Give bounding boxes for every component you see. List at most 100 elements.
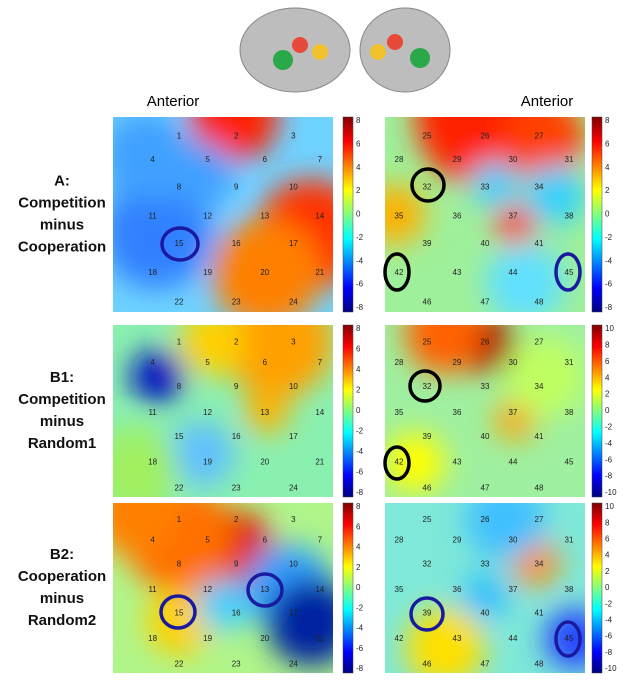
channel-label: 32 [423,559,432,568]
colorbar-label: 6 [605,357,610,366]
channel-label: 18 [148,268,157,277]
channel-label: 7 [318,358,323,367]
heatmap-blob [505,117,585,177]
channel-label: 3 [291,337,296,346]
colorbar-label: 2 [605,390,610,399]
row-label: minus [40,413,84,430]
colorbar-label: 4 [605,163,610,172]
colorbar-label: -4 [356,447,364,456]
channel-label: 13 [260,585,269,594]
colorbar-label: -8 [356,303,364,312]
channel-label: 20 [260,268,269,277]
channel-label: 9 [234,559,239,568]
channel-label: 35 [395,408,404,417]
channel-label: 39 [423,609,432,618]
channel-label: 47 [481,484,490,493]
colorbar-label: -8 [605,303,613,312]
channel-label: 43 [453,268,462,277]
channel-label: 47 [481,660,490,669]
colorbar-label: -2 [605,423,613,432]
highlight-circle [408,369,442,403]
channel-label: 9 [234,182,239,191]
channel-label: 28 [395,155,404,164]
colorbar-label: -6 [356,644,364,653]
channel-label: 7 [318,155,323,164]
channel-label: 40 [481,609,490,618]
channel-label: 47 [481,297,490,306]
channel-label: 26 [481,337,490,346]
colorbar-label: 0 [356,210,361,219]
row-label: Cooperation [18,568,106,585]
channel-label: 42 [395,268,404,277]
channel-label: 13 [260,212,269,221]
channel-label: 22 [175,484,184,493]
highlight-circle [410,167,446,203]
heatmap-blob [245,389,289,433]
channel-label: 48 [535,484,544,493]
heatmap-blob [113,503,179,556]
channel-label: 37 [509,408,518,417]
channel-label: 21 [315,458,324,467]
channel-label: 42 [395,458,404,467]
heatmap-blob [196,578,250,632]
channel-label: 32 [423,182,432,191]
channel-label: 10 [289,182,298,191]
heatmap [113,117,333,312]
colorbar-label: -6 [605,455,613,464]
channel-label: 31 [565,536,574,545]
channel-label: 24 [289,484,298,493]
channel-label: 35 [395,585,404,594]
channel-label: 7 [318,536,323,545]
heatmap-blob [212,218,322,312]
colorbar-label: 8 [356,324,361,333]
colorbar-label: 8 [605,341,610,350]
colorbar [342,502,354,674]
channel-label: 21 [315,634,324,643]
channel-label: 40 [481,239,490,248]
heatmap [385,117,585,312]
colorbar-label: -4 [356,624,364,633]
channel-label: 29 [453,155,462,164]
heatmap-blob [405,325,485,374]
colorbar [591,502,603,674]
channel-label: 18 [148,634,157,643]
heatmap-blobs [385,117,585,312]
channel-label: 2 [234,337,239,346]
colorbar-label: 2 [356,186,361,195]
colorbar [591,116,603,313]
colorbar-label: -8 [605,648,613,657]
channel-label: 16 [232,432,241,441]
colorbar-label: 4 [356,543,361,552]
channel-label: 37 [509,212,518,221]
channel-label: 28 [395,358,404,367]
highlight-circle [160,226,200,262]
channel-label: 11 [148,408,157,417]
channel-label: 36 [453,212,462,221]
channel-label: 29 [453,536,462,545]
colorbar-label: 0 [605,406,610,415]
colorbar-label: -2 [356,603,364,612]
channel-label: 12 [203,408,212,417]
colorbar-label: 2 [605,567,610,576]
highlight-circle [383,252,411,292]
channel-label: 19 [203,458,212,467]
highlight-circle [409,596,445,632]
colorbar-label: -6 [356,280,364,289]
channel-label: 17 [289,432,298,441]
anterior-label: Anterior [147,93,200,110]
channel-label: 41 [535,432,544,441]
channel-label: 5 [205,358,210,367]
heatmap-blob [505,336,585,417]
colorbar-label: 2 [605,186,610,195]
channel-label: 48 [535,660,544,669]
channel-label: 24 [289,660,298,669]
channel-label: 34 [535,182,544,191]
colorbar-label: -8 [356,664,364,673]
colorbar-label: 0 [356,406,361,415]
heatmap-blob [525,165,585,225]
colorbar [591,324,603,498]
channel-label: 17 [289,609,298,618]
heatmap-blob [471,161,519,210]
colorbar-label: 2 [356,386,361,395]
colorbar-label: -6 [356,468,364,477]
